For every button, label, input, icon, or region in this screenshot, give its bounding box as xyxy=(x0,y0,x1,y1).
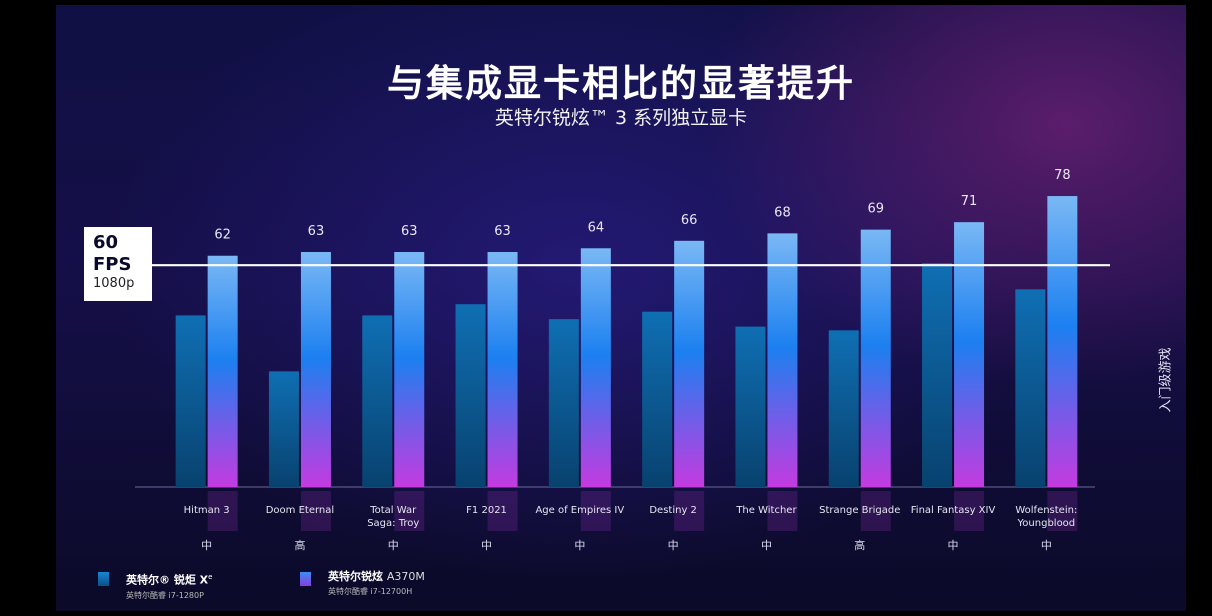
bar-reflection xyxy=(1047,491,1078,531)
bar-arc xyxy=(207,255,238,487)
legend-item-xe: 英特尔® 锐炬 Xe 英特尔酷睿 i7-1280P xyxy=(98,570,212,602)
category-label: Total War xyxy=(369,505,417,516)
quality-setting-label: 高 xyxy=(294,538,305,552)
bar-arc xyxy=(487,252,518,487)
data-label: 69 xyxy=(867,202,884,217)
fps-unit: FPS xyxy=(93,254,132,275)
data-label: 71 xyxy=(961,194,978,209)
bar-xe xyxy=(362,315,393,487)
bar-xe xyxy=(268,371,299,487)
quality-setting-label: 中 xyxy=(761,539,772,552)
legend-item-arc: 英特尔锐炫 A370M 英特尔酷睿 i7-12700H xyxy=(300,570,425,598)
legend-swatch-arc xyxy=(300,572,311,586)
bar-xe xyxy=(175,315,206,487)
quality-setting-label: 中 xyxy=(481,539,492,552)
fps-resolution: 1080p xyxy=(93,276,135,291)
category-label: Destiny 2 xyxy=(649,505,697,516)
data-label: 62 xyxy=(214,228,231,243)
bar-xe xyxy=(922,263,953,487)
quality-setting-label: 中 xyxy=(668,539,679,552)
category-label: Doom Eternal xyxy=(266,505,334,516)
bar-reflection xyxy=(580,491,611,531)
quality-setting-label: 中 xyxy=(1041,539,1052,552)
data-label: 64 xyxy=(588,220,605,235)
category-label: Strange Brigade xyxy=(819,505,900,516)
bar-reflection xyxy=(954,491,985,531)
legend-sublabel-arc: 英特尔酷睿 i7-12700H xyxy=(328,587,413,596)
bar-arc xyxy=(860,229,891,487)
bar-xe xyxy=(828,330,859,487)
data-label: 63 xyxy=(494,224,511,239)
category-label: Youngblood xyxy=(1017,518,1076,529)
bar-arc xyxy=(580,248,611,487)
quality-setting-label: 中 xyxy=(388,539,399,552)
category-label: Hitman 3 xyxy=(184,505,230,516)
category-label: F1 2021 xyxy=(466,505,507,516)
data-label: 63 xyxy=(401,224,418,239)
fps-value: 60 xyxy=(93,232,119,253)
legend-label-xe: 英特尔® 锐炬 Xe xyxy=(126,573,213,587)
bar-reflection xyxy=(674,491,705,531)
bar-reflection xyxy=(300,491,331,531)
bar-reflection xyxy=(487,491,518,531)
legend-label-arc: 英特尔锐炫 A370M xyxy=(328,570,425,583)
data-label: 63 xyxy=(308,224,325,239)
bar-arc xyxy=(674,240,705,487)
quality-setting-label: 中 xyxy=(201,539,212,552)
fps-reference-box: 60 FPS 1080p xyxy=(84,227,152,301)
bar-xe xyxy=(1015,289,1046,487)
category-label: The Witcher xyxy=(735,505,797,516)
bar-arc xyxy=(300,252,331,487)
category-label: Final Fantasy XIV xyxy=(911,505,996,516)
legend-swatch-xe xyxy=(98,572,109,586)
data-label: 78 xyxy=(1054,168,1071,183)
bar-xe xyxy=(735,326,766,487)
bar-reflection xyxy=(860,491,891,531)
quality-setting-label: 中 xyxy=(574,539,585,552)
bar-xe xyxy=(548,319,579,487)
category-label: Age of Empires IV xyxy=(535,505,624,516)
page-subtitle: 英特尔锐炫™ 3 系列独立显卡 xyxy=(494,107,748,129)
data-label: 66 xyxy=(681,213,698,228)
quality-setting-label: 高 xyxy=(854,538,865,552)
data-label: 68 xyxy=(774,205,791,220)
bar-reflection xyxy=(207,491,238,531)
bar-xe xyxy=(642,311,673,487)
slide: 与集成显卡相比的显著提升 英特尔锐炫™ 3 系列独立显卡 入门级游戏 xyxy=(56,5,1186,611)
bar-xe xyxy=(455,304,486,487)
bar-arc xyxy=(954,222,985,488)
bar-arc xyxy=(1047,196,1078,487)
bar-arc xyxy=(767,233,798,487)
bar-arc xyxy=(394,252,425,487)
category-label: Wolfenstein: xyxy=(1015,505,1077,516)
legend-sublabel-xe: 英特尔酷睿 i7-1280P xyxy=(126,590,204,600)
quality-setting-label: 中 xyxy=(948,539,959,552)
bar-reflection xyxy=(394,491,425,531)
bar-reflection xyxy=(767,491,798,531)
category-label: Saga: Troy xyxy=(367,518,419,529)
page-title: 与集成显卡相比的显著提升 xyxy=(387,62,855,105)
